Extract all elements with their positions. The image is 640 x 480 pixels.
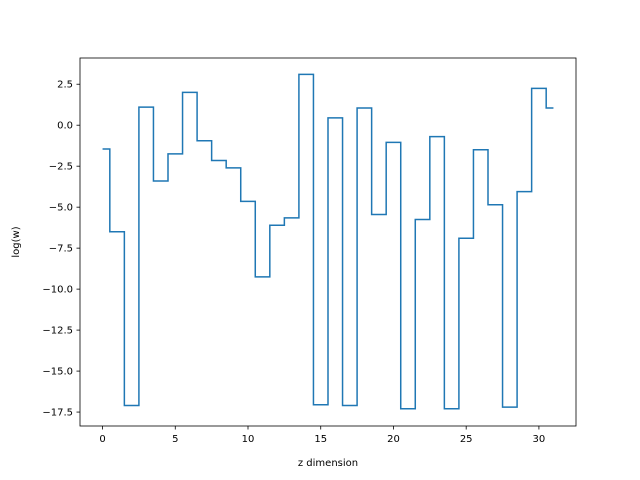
y-tick-label: −12.5 <box>42 326 73 337</box>
plot-frame <box>79 57 577 427</box>
y-axis-label: log(w) <box>11 226 22 257</box>
series-line-0 <box>102 73 554 410</box>
y-tick-label: −15.0 <box>42 367 73 378</box>
x-axis-ticks: 0 5 10 15 20 25 30 <box>99 426 545 445</box>
x-tick-label: 5 <box>172 434 178 445</box>
y-tick-label: 2.5 <box>57 80 73 91</box>
x-tick-label: 0 <box>99 434 105 445</box>
y-axis-ticks: 2.5 0.0 −2.5 −5.0 −7.5 −10.0 −12.5 −15.0 −17.5 <box>42 80 80 419</box>
y-tick-label: −10.0 <box>42 285 73 296</box>
y-tick-label: −17.5 <box>42 408 73 419</box>
x-tick-label: 10 <box>242 434 255 445</box>
y-tick-label: −5.0 <box>49 203 73 214</box>
y-tick-label: 0.0 <box>57 121 73 132</box>
x-tick-label: 15 <box>314 434 327 445</box>
x-tick-label: 20 <box>387 434 400 445</box>
y-tick-label: −7.5 <box>49 244 73 255</box>
x-axis-label: z dimension <box>298 458 358 469</box>
x-tick-label: 25 <box>460 434 473 445</box>
series-layer <box>102 73 554 410</box>
x-tick-label: 30 <box>533 434 546 445</box>
y-tick-label: −2.5 <box>49 162 73 173</box>
